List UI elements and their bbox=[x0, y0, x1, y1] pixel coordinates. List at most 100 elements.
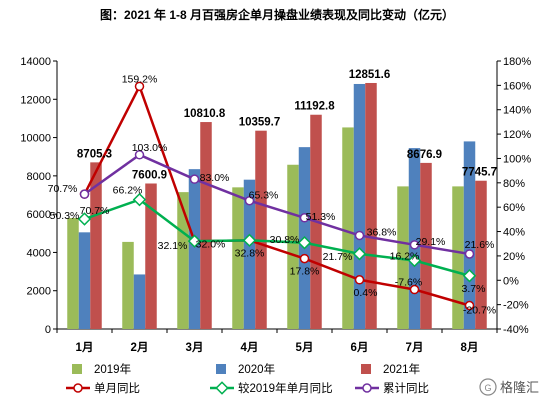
y-right-tick-label: 20% bbox=[503, 251, 525, 263]
x-tick-label: 1月 bbox=[76, 341, 94, 354]
legend-marker bbox=[215, 381, 229, 395]
bar bbox=[200, 122, 212, 329]
x-tick-label: 8月 bbox=[461, 341, 479, 354]
lines bbox=[77, 81, 477, 311]
line-data-label: 17.8% bbox=[290, 266, 320, 278]
bar bbox=[177, 192, 189, 329]
bar-data-label: 12851.6 bbox=[349, 69, 391, 81]
line-data-label: 36.8% bbox=[367, 226, 397, 238]
bar-data-label: 7600.9 bbox=[132, 169, 167, 181]
line-marker bbox=[244, 195, 255, 206]
line-data-label: 159.2% bbox=[122, 73, 158, 85]
bar bbox=[287, 164, 299, 329]
watermark: G 格隆汇 bbox=[479, 378, 539, 396]
line-marker bbox=[409, 240, 420, 250]
line-marker bbox=[352, 247, 367, 261]
line-marker bbox=[134, 150, 145, 160]
legend-label: 累计同比 bbox=[383, 382, 429, 395]
axes: 0 2000 4000 6000 8000 10000 12000 14000 -40% -20%… bbox=[20, 56, 531, 354]
bar bbox=[232, 187, 244, 329]
line-data-label: -20.7% bbox=[463, 304, 496, 316]
bar-data-label: 11192.8 bbox=[294, 101, 335, 113]
line-marker bbox=[189, 174, 200, 184]
line-marker bbox=[407, 253, 422, 268]
y-right-tick-label: -40% bbox=[503, 324, 529, 336]
line-data-label: 32.1% bbox=[158, 240, 188, 252]
bar bbox=[397, 186, 409, 329]
chart-title: 图：2021 年 1-8 月百强房企单月操盘业绩表现及同比变动（亿元） bbox=[100, 7, 454, 22]
line-marker bbox=[464, 249, 475, 259]
x-tick-label: 2月 bbox=[131, 341, 149, 354]
bar bbox=[255, 130, 267, 329]
y-right-tick-label: 60% bbox=[503, 202, 525, 214]
legend-swatch bbox=[216, 364, 226, 374]
legend-swatch bbox=[72, 364, 82, 374]
x-tick-label: 7月 bbox=[406, 341, 424, 354]
line-data-label: 51.3% bbox=[306, 211, 336, 223]
bar bbox=[188, 169, 201, 329]
series-line bbox=[83, 153, 470, 256]
line-data-label: 70.7% bbox=[48, 183, 78, 195]
line-marker bbox=[462, 269, 477, 283]
bar-data-label: 8705.3 bbox=[77, 148, 112, 160]
line-marker bbox=[299, 213, 310, 223]
line-data-label: 65.3% bbox=[249, 190, 279, 202]
line-marker bbox=[297, 236, 312, 250]
line-marker bbox=[299, 253, 310, 264]
y-right-tick-label: 80% bbox=[503, 178, 525, 190]
watermark-text: 格隆汇 bbox=[500, 380, 539, 395]
y-right-tick-label: -20% bbox=[503, 300, 529, 312]
y-right-tick-label: 40% bbox=[503, 227, 525, 239]
series-line bbox=[84, 198, 470, 277]
line-data-label: 21.6% bbox=[465, 239, 495, 251]
line-marker bbox=[77, 212, 92, 226]
bar-data-label: 10359.7 bbox=[239, 117, 281, 129]
y-left-tick-label: 8000 bbox=[27, 171, 51, 183]
y-right-tick-label: 180% bbox=[503, 56, 531, 68]
y-left-tick-label: 6000 bbox=[27, 209, 51, 221]
line-data-label: 3.7% bbox=[462, 283, 486, 295]
bar bbox=[452, 186, 464, 329]
y-left-tick-label: 4000 bbox=[27, 247, 51, 259]
y-left-tick-label: 10000 bbox=[20, 133, 51, 145]
legend-swatch bbox=[361, 364, 371, 374]
line-data-label: 16.2% bbox=[390, 251, 420, 263]
y-right-tick-label: 160% bbox=[503, 80, 531, 92]
line-data-label: 66.2% bbox=[113, 185, 143, 197]
line-marker bbox=[354, 230, 365, 241]
y-right-tick-label: 120% bbox=[503, 129, 531, 141]
bar bbox=[408, 148, 421, 329]
legend-label: 2020年 bbox=[238, 362, 275, 376]
bar bbox=[78, 232, 91, 329]
y-left-tick-label: 12000 bbox=[20, 94, 51, 106]
bar-data-label: 7745.7 bbox=[462, 167, 497, 179]
bar bbox=[67, 217, 79, 329]
line-marker bbox=[132, 192, 147, 207]
bar bbox=[145, 183, 157, 329]
bar bbox=[243, 179, 256, 329]
bar bbox=[90, 162, 102, 329]
bar bbox=[365, 82, 377, 329]
line-data-label: -7.6% bbox=[395, 277, 422, 289]
y-left-tick-label: 14000 bbox=[20, 56, 51, 68]
watermark-logo-glyph: G bbox=[484, 383, 491, 393]
line-marker bbox=[464, 300, 475, 311]
bar bbox=[133, 274, 146, 329]
line-data-label: 29.1% bbox=[416, 236, 446, 248]
x-tick-label: 3月 bbox=[186, 341, 204, 354]
x-tick-label: 4月 bbox=[241, 341, 259, 354]
line-marker bbox=[409, 284, 420, 295]
bar bbox=[122, 241, 134, 329]
y-right-tick-label: 140% bbox=[503, 105, 531, 117]
legend-marker bbox=[362, 383, 372, 393]
bar bbox=[475, 180, 487, 329]
bar-data-label: 8676.9 bbox=[407, 149, 442, 161]
line-marker bbox=[242, 233, 257, 248]
legend-marker bbox=[73, 383, 83, 393]
y-right-tick-label: 0% bbox=[503, 275, 519, 287]
line-marker bbox=[134, 81, 145, 92]
watermark-logo-icon bbox=[479, 378, 497, 396]
